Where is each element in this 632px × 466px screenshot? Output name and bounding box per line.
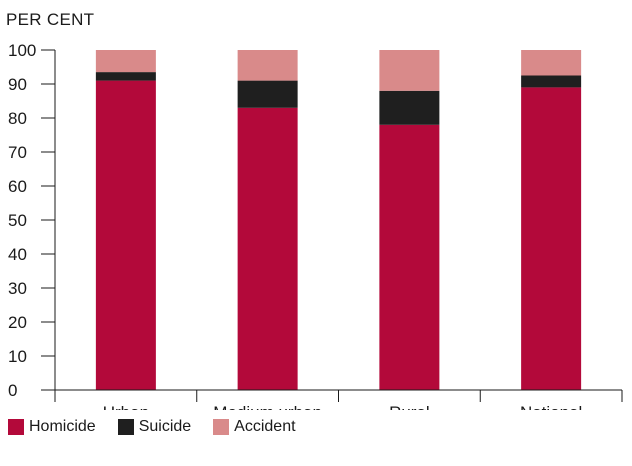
legend-swatch <box>117 419 134 435</box>
y-tick-label: 60 <box>8 177 27 196</box>
y-tick-label: 20 <box>8 313 27 332</box>
y-tick-label: 80 <box>8 109 27 128</box>
bar-suicide-urban <box>95 72 156 81</box>
legend-label: Suicide <box>138 418 192 435</box>
bar-homicide-rural <box>379 124 440 391</box>
y-axis-title: PER CENT <box>6 10 95 29</box>
stacked-bar-chart: Urban Medium urban Rural National 0 10 20 30 40 5… <box>8 41 623 410</box>
legend-label: Accident <box>234 418 296 435</box>
y-tick-label: 100 <box>8 41 36 60</box>
bar-accident-urban <box>95 50 156 73</box>
bar-suicide-rural <box>379 90 440 125</box>
x-tick-label: Medium urban <box>213 403 322 410</box>
x-tick-label: Rural <box>389 403 430 410</box>
bar-homicide-urban <box>95 80 156 390</box>
legend-item-homicide: Homicide <box>8 418 96 436</box>
bar-suicide-national <box>521 75 582 88</box>
bar-accident-rural <box>379 50 440 91</box>
y-tick-label: 40 <box>8 245 27 264</box>
legend-swatch <box>213 419 230 435</box>
legend-item-accident: Accident <box>213 418 296 436</box>
y-tick-label: 30 <box>8 279 27 298</box>
bar-homicide-national <box>521 87 582 391</box>
y-tick-label: 70 <box>8 143 27 162</box>
legend: Homicide Suicide Accident <box>8 418 318 436</box>
bar-accident-medium-urban <box>237 50 298 81</box>
legend-label: Homicide <box>29 418 96 435</box>
bar-accident-national <box>521 50 582 76</box>
y-tick-label: 50 <box>8 211 27 230</box>
legend-swatch <box>8 419 24 435</box>
x-tick-label: National <box>520 403 582 410</box>
y-tick-label: 90 <box>8 75 27 94</box>
legend-item-suicide: Suicide <box>117 418 192 436</box>
y-tick-label: 10 <box>8 347 27 366</box>
y-tick-label: 0 <box>8 381 17 400</box>
bar-homicide-medium-urban <box>237 107 298 391</box>
x-tick-label: Urban <box>103 403 149 410</box>
bar-suicide-medium-urban <box>237 80 298 108</box>
